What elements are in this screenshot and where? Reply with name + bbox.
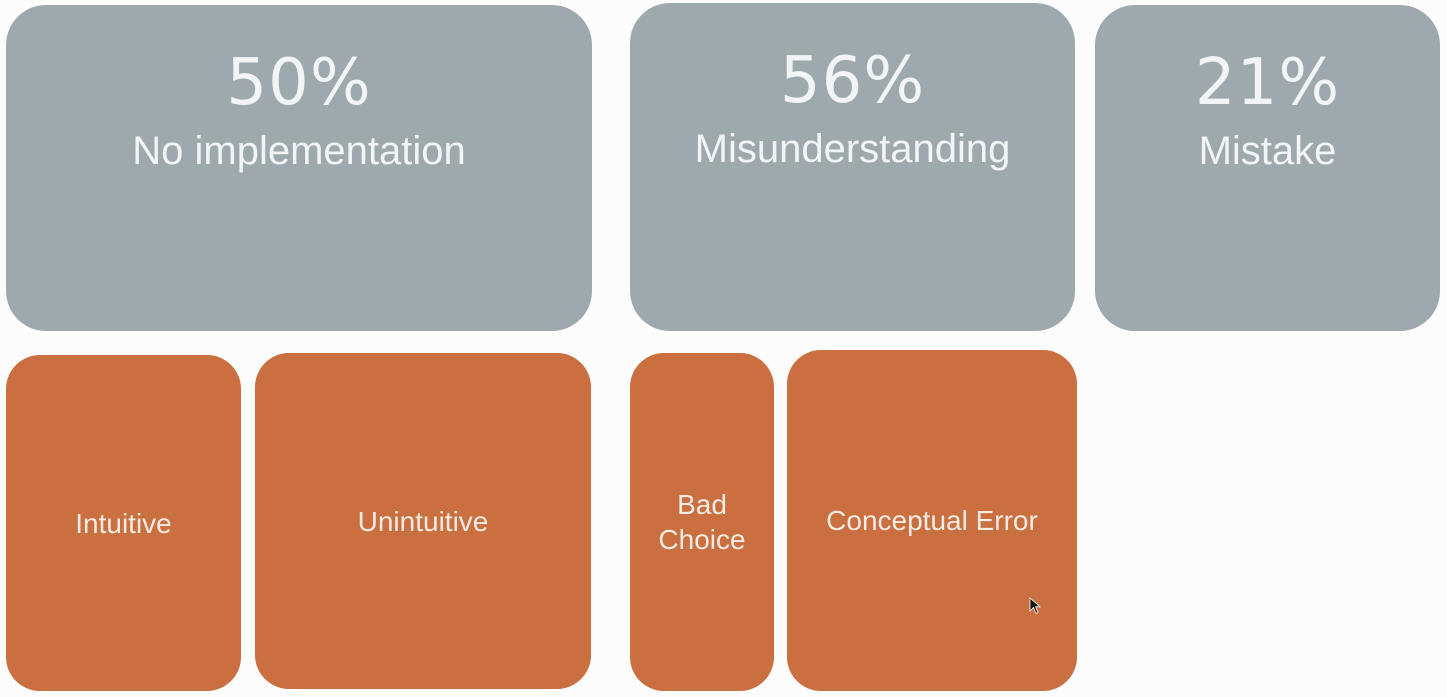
category-percent: 21% (1194, 46, 1341, 120)
category-percent: 50% (226, 46, 372, 120)
subcategory-intuitive: Intuitive (6, 355, 241, 691)
category-label: No implementation (132, 129, 466, 173)
subcategory-conceptual-error: Conceptual Error (787, 350, 1077, 691)
category-misunderstanding: 56% Misunderstanding (630, 3, 1075, 331)
subcategory-label-line2: Choice (658, 524, 746, 555)
subcategory-bad-choice: Bad Choice (630, 353, 774, 691)
subcategory-label: Unintuitive (357, 505, 489, 537)
subcategory-label-line1: Bad (677, 489, 727, 520)
category-mistake: 21% Mistake (1095, 5, 1440, 331)
subcategory-label: Intuitive (75, 507, 172, 539)
category-label: Mistake (1198, 129, 1337, 173)
category-percent: 56% (779, 44, 926, 118)
category-label: Misunderstanding (694, 127, 1011, 171)
category-no-implementation: 50% No implementation (6, 5, 592, 331)
subcategory-label: Conceptual Error (826, 505, 1038, 536)
subcategory-unintuitive: Unintuitive (255, 353, 591, 689)
mouse-pointer-icon (1029, 597, 1041, 615)
